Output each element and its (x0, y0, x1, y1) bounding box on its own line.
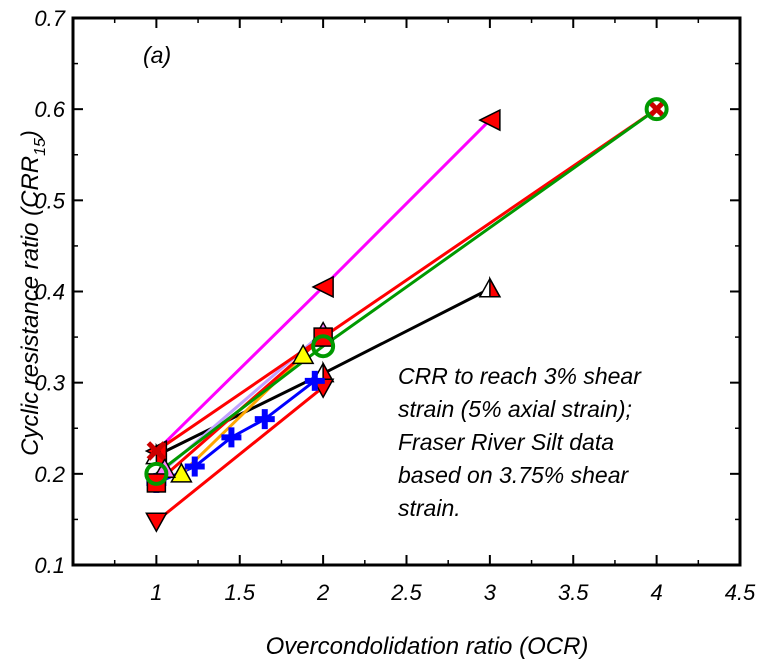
y-tick-label: 0.6 (34, 97, 65, 122)
x-tick-label: 3 (484, 580, 497, 605)
y-axis-label-sub: 15 (32, 138, 49, 156)
panel-label: (a) (143, 42, 171, 68)
x-axis-label: Overcondolidation ratio (OCR) (266, 633, 589, 660)
x-marker-b (646, 99, 667, 119)
circle-marker (644, 97, 669, 122)
triangle-left-marker (311, 275, 334, 299)
y-tick-label: 0.7 (34, 6, 65, 31)
x-tick-label: 2.5 (390, 580, 422, 605)
y-tick-label: 0.5 (34, 188, 65, 213)
annotation-line-5: strain. (398, 495, 461, 521)
x-tick-label: 3.5 (558, 580, 589, 605)
y-axis-label: Cyclic resistance ratio (CRR15) (17, 130, 49, 456)
x-tick-label: 1 (150, 580, 162, 605)
y-tick-label: 0.1 (34, 553, 65, 578)
triangle-left-marker (478, 108, 501, 132)
x-tick-label: 4.5 (725, 580, 756, 605)
series-line (155, 107, 658, 453)
triangle-up-marker (170, 462, 193, 483)
x-tick-label: 2 (316, 580, 329, 605)
x-tick-label: 4 (651, 580, 663, 605)
ticks-layer: 1 1.5 2 2.5 3 3.5 4 4.5 0.1 0.2 0.3 0.4 0.5 0.6 0.7 (34, 6, 756, 605)
y-tick-label: 0.4 (34, 280, 65, 305)
series-line (180, 354, 305, 475)
circle-marker (311, 334, 336, 359)
x-tick-label: 1.5 (224, 580, 255, 605)
circle-marker (144, 461, 169, 486)
annotation-line-2: strain (5% axial strain); (398, 396, 632, 422)
y-tick-label: 0.3 (34, 371, 65, 396)
annotation-line-1: CRR to reach 3% shear (398, 363, 642, 389)
annotation-line-3: Fraser River Silt data (398, 429, 614, 455)
annotation-line-4: based on 3.75% shear (398, 462, 630, 488)
y-tick-label: 0.2 (34, 462, 65, 487)
series-layer (144, 97, 669, 533)
triangle-up-marker (291, 343, 315, 365)
y-axis-label-main: Cyclic resistance ratio (CRR (17, 156, 44, 456)
x-marker-b (146, 441, 167, 461)
series-line (155, 386, 325, 523)
y-axis-label-close: ) (17, 130, 44, 141)
triangle-down-marker (145, 512, 168, 533)
triangle-half-fill (489, 275, 502, 298)
